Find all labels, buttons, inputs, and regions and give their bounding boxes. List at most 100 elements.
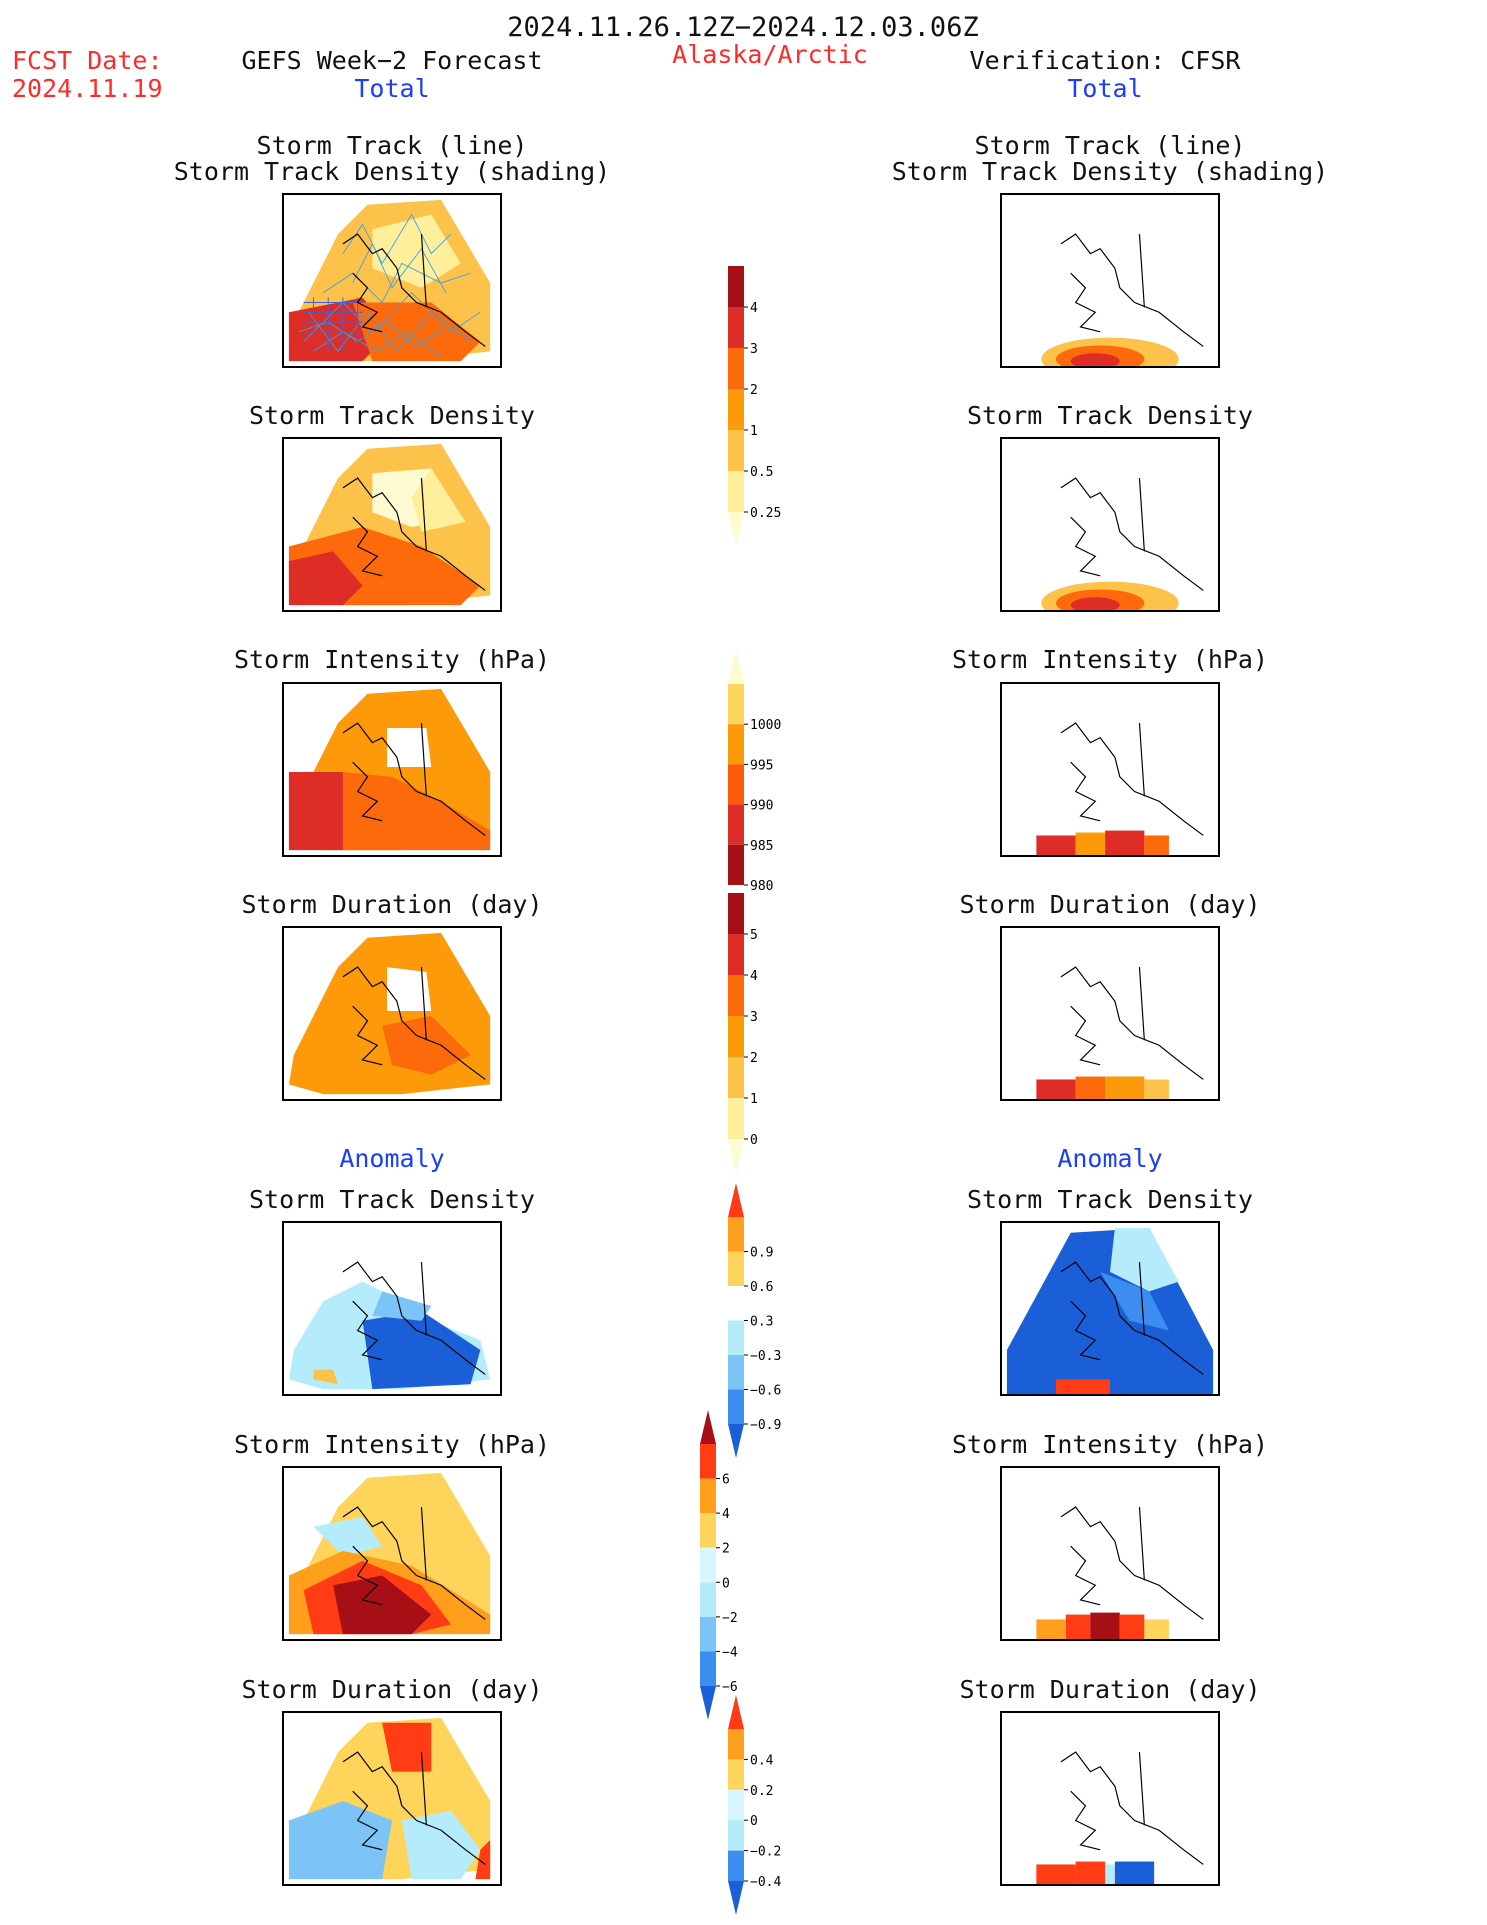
colorbar-swatch <box>728 1695 744 1729</box>
colorbar-swatch <box>728 471 744 512</box>
map-verif-density <box>1000 437 1220 612</box>
colorbar-label: 4 <box>722 1507 730 1522</box>
colorbar-swatch <box>728 512 744 546</box>
date-range-title: 2024.11.26.12Z−2024.12.03.06Z <box>507 12 979 43</box>
map-forecast-track-line <box>282 193 502 368</box>
map-forecast-anom-intensity <box>282 1466 502 1641</box>
colorbar-swatch <box>728 1850 744 1881</box>
colorbar-swatch <box>728 724 744 765</box>
colorbar-label: 6 <box>722 1473 730 1488</box>
left-title-intensity: Storm Intensity (hPa) <box>233 645 551 674</box>
colorbar-swatch <box>728 1183 744 1217</box>
colorbar-swatch <box>728 1424 744 1458</box>
fcst-date-value: 2024.11.19 <box>12 74 163 103</box>
map-verif-anom-duration <box>1000 1711 1220 1886</box>
colorbar-swatch <box>728 1057 744 1098</box>
colorbar-label: 990 <box>750 799 773 814</box>
right-title-intensity: Storm Intensity (hPa) <box>951 645 1269 674</box>
colorbar-svg: 6 4 2 0 −2 −4 −6 <box>700 1410 738 1720</box>
colorbar-swatch <box>700 1478 716 1514</box>
left-title-track-density-shading: Storm Track Density (shading) <box>173 157 611 186</box>
left-title-anom-density: Storm Track Density <box>249 1185 535 1214</box>
right-title-track-density-shading: Storm Track Density (shading) <box>891 157 1329 186</box>
right-title-anom-density: Storm Track Density <box>967 1185 1253 1214</box>
colorbar-total-intensity: 1000 995 990 985 980 <box>728 650 798 894</box>
colorbar-label: 1 <box>750 424 758 439</box>
colorbar-label: 0.2 <box>750 1784 773 1799</box>
colorbar-label: 995 <box>750 758 773 773</box>
region-label: Alaska/Arctic <box>672 40 868 69</box>
colorbar-label: 0.4 <box>750 1753 774 1768</box>
colorbar-swatch <box>728 1217 744 1252</box>
verification-title: Verification: CFSR <box>969 46 1241 75</box>
colorbar-swatch <box>700 1444 716 1479</box>
map-forecast-anom-duration <box>282 1711 502 1886</box>
colorbar-anom-density: 0.9 0.6 0.3 −0.3 −0.6 −0.9 <box>728 1183 798 1458</box>
colorbar-swatch <box>728 1759 744 1790</box>
colorbar-label: 2 <box>750 1051 758 1066</box>
map-verif-anom-intensity <box>1000 1466 1220 1641</box>
map-verif-duration <box>1000 926 1220 1101</box>
colorbar-swatch <box>728 893 744 934</box>
left-title-track-line: Storm Track (line) <box>256 131 528 160</box>
colorbar-swatch <box>728 1320 744 1355</box>
colorbar-swatch <box>728 650 744 684</box>
colorbar-label: 0.6 <box>750 1280 773 1295</box>
map-verif-anom-density <box>1000 1221 1220 1396</box>
colorbar-swatch <box>728 1355 744 1390</box>
colorbar-label: 2 <box>750 383 758 398</box>
colorbar-swatch <box>728 804 744 845</box>
colorbar-swatch <box>728 307 744 348</box>
colorbar-svg: 0.9 0.6 0.3 −0.3 −0.6 −0.9 <box>728 1183 781 1458</box>
colorbar-swatch <box>728 1139 744 1173</box>
map-verif-intensity <box>1000 682 1220 857</box>
left-title-anom-intensity: Storm Intensity (hPa) <box>233 1430 551 1459</box>
right-title-anom-duration: Storm Duration (day) <box>959 1675 1261 1704</box>
colorbar-swatch <box>728 1820 744 1851</box>
colorbar-label: 0.25 <box>750 506 781 521</box>
colorbar-label: −6 <box>722 1680 738 1695</box>
colorbar-anom-duration: 0.4 0.2 0 −0.2 −0.4 <box>728 1695 798 1915</box>
colorbar-label: 1000 <box>750 718 781 733</box>
colorbar-svg: 4 3 2 1 0.5 0.25 <box>728 266 781 546</box>
colorbar-label: 0.5 <box>750 465 773 480</box>
colorbar-swatch <box>728 1789 744 1821</box>
colorbar-swatch <box>728 1389 744 1424</box>
right-title-track-line: Storm Track (line) <box>974 131 1246 160</box>
map-verif-track-line <box>1000 193 1220 368</box>
colorbar-swatch <box>728 266 744 307</box>
colorbar-swatch <box>700 1686 716 1720</box>
colorbar-svg: 1000 995 990 985 980 <box>728 650 781 894</box>
colorbar-svg: 5 4 3 2 1 0 <box>728 893 758 1173</box>
colorbar-label: 3 <box>750 1010 758 1025</box>
left-title-density: Storm Track Density <box>249 401 535 430</box>
map-forecast-density <box>282 437 502 612</box>
map-forecast-duration <box>282 926 502 1101</box>
colorbar-label: 4 <box>750 301 758 316</box>
colorbar-label: 1 <box>750 1092 758 1107</box>
colorbar-label: 0 <box>722 1576 730 1591</box>
map-forecast-intensity <box>282 682 502 857</box>
colorbar-label: 2 <box>722 1542 730 1557</box>
fcst-date-label: FCST Date: <box>12 46 163 75</box>
colorbar-label: 0 <box>750 1814 758 1829</box>
colorbar-swatch <box>700 1582 716 1617</box>
colorbar-swatch <box>728 1729 744 1760</box>
colorbar-total-density: 4 3 2 1 0.5 0.25 <box>728 266 798 546</box>
map-forecast-anom-density <box>282 1221 502 1396</box>
colorbar-label: 3 <box>750 342 758 357</box>
colorbar-label: 4 <box>750 969 758 984</box>
colorbar-label: −0.4 <box>750 1875 781 1890</box>
forecast-title: GEFS Week−2 Forecast <box>241 46 543 75</box>
right-title-anom-intensity: Storm Intensity (hPa) <box>951 1430 1269 1459</box>
left-total-label: Total <box>354 74 430 103</box>
colorbar-swatch <box>728 430 744 471</box>
colorbar-label: −0.6 <box>750 1384 781 1399</box>
colorbar-swatch <box>728 1251 744 1286</box>
colorbar-total-duration: 5 4 3 2 1 0 <box>728 893 798 1173</box>
colorbar-label: 985 <box>750 839 773 854</box>
colorbar-swatch <box>728 1016 744 1057</box>
colorbar-swatch <box>728 764 744 805</box>
colorbar-swatch <box>700 1513 716 1548</box>
colorbar-swatch <box>728 348 744 389</box>
